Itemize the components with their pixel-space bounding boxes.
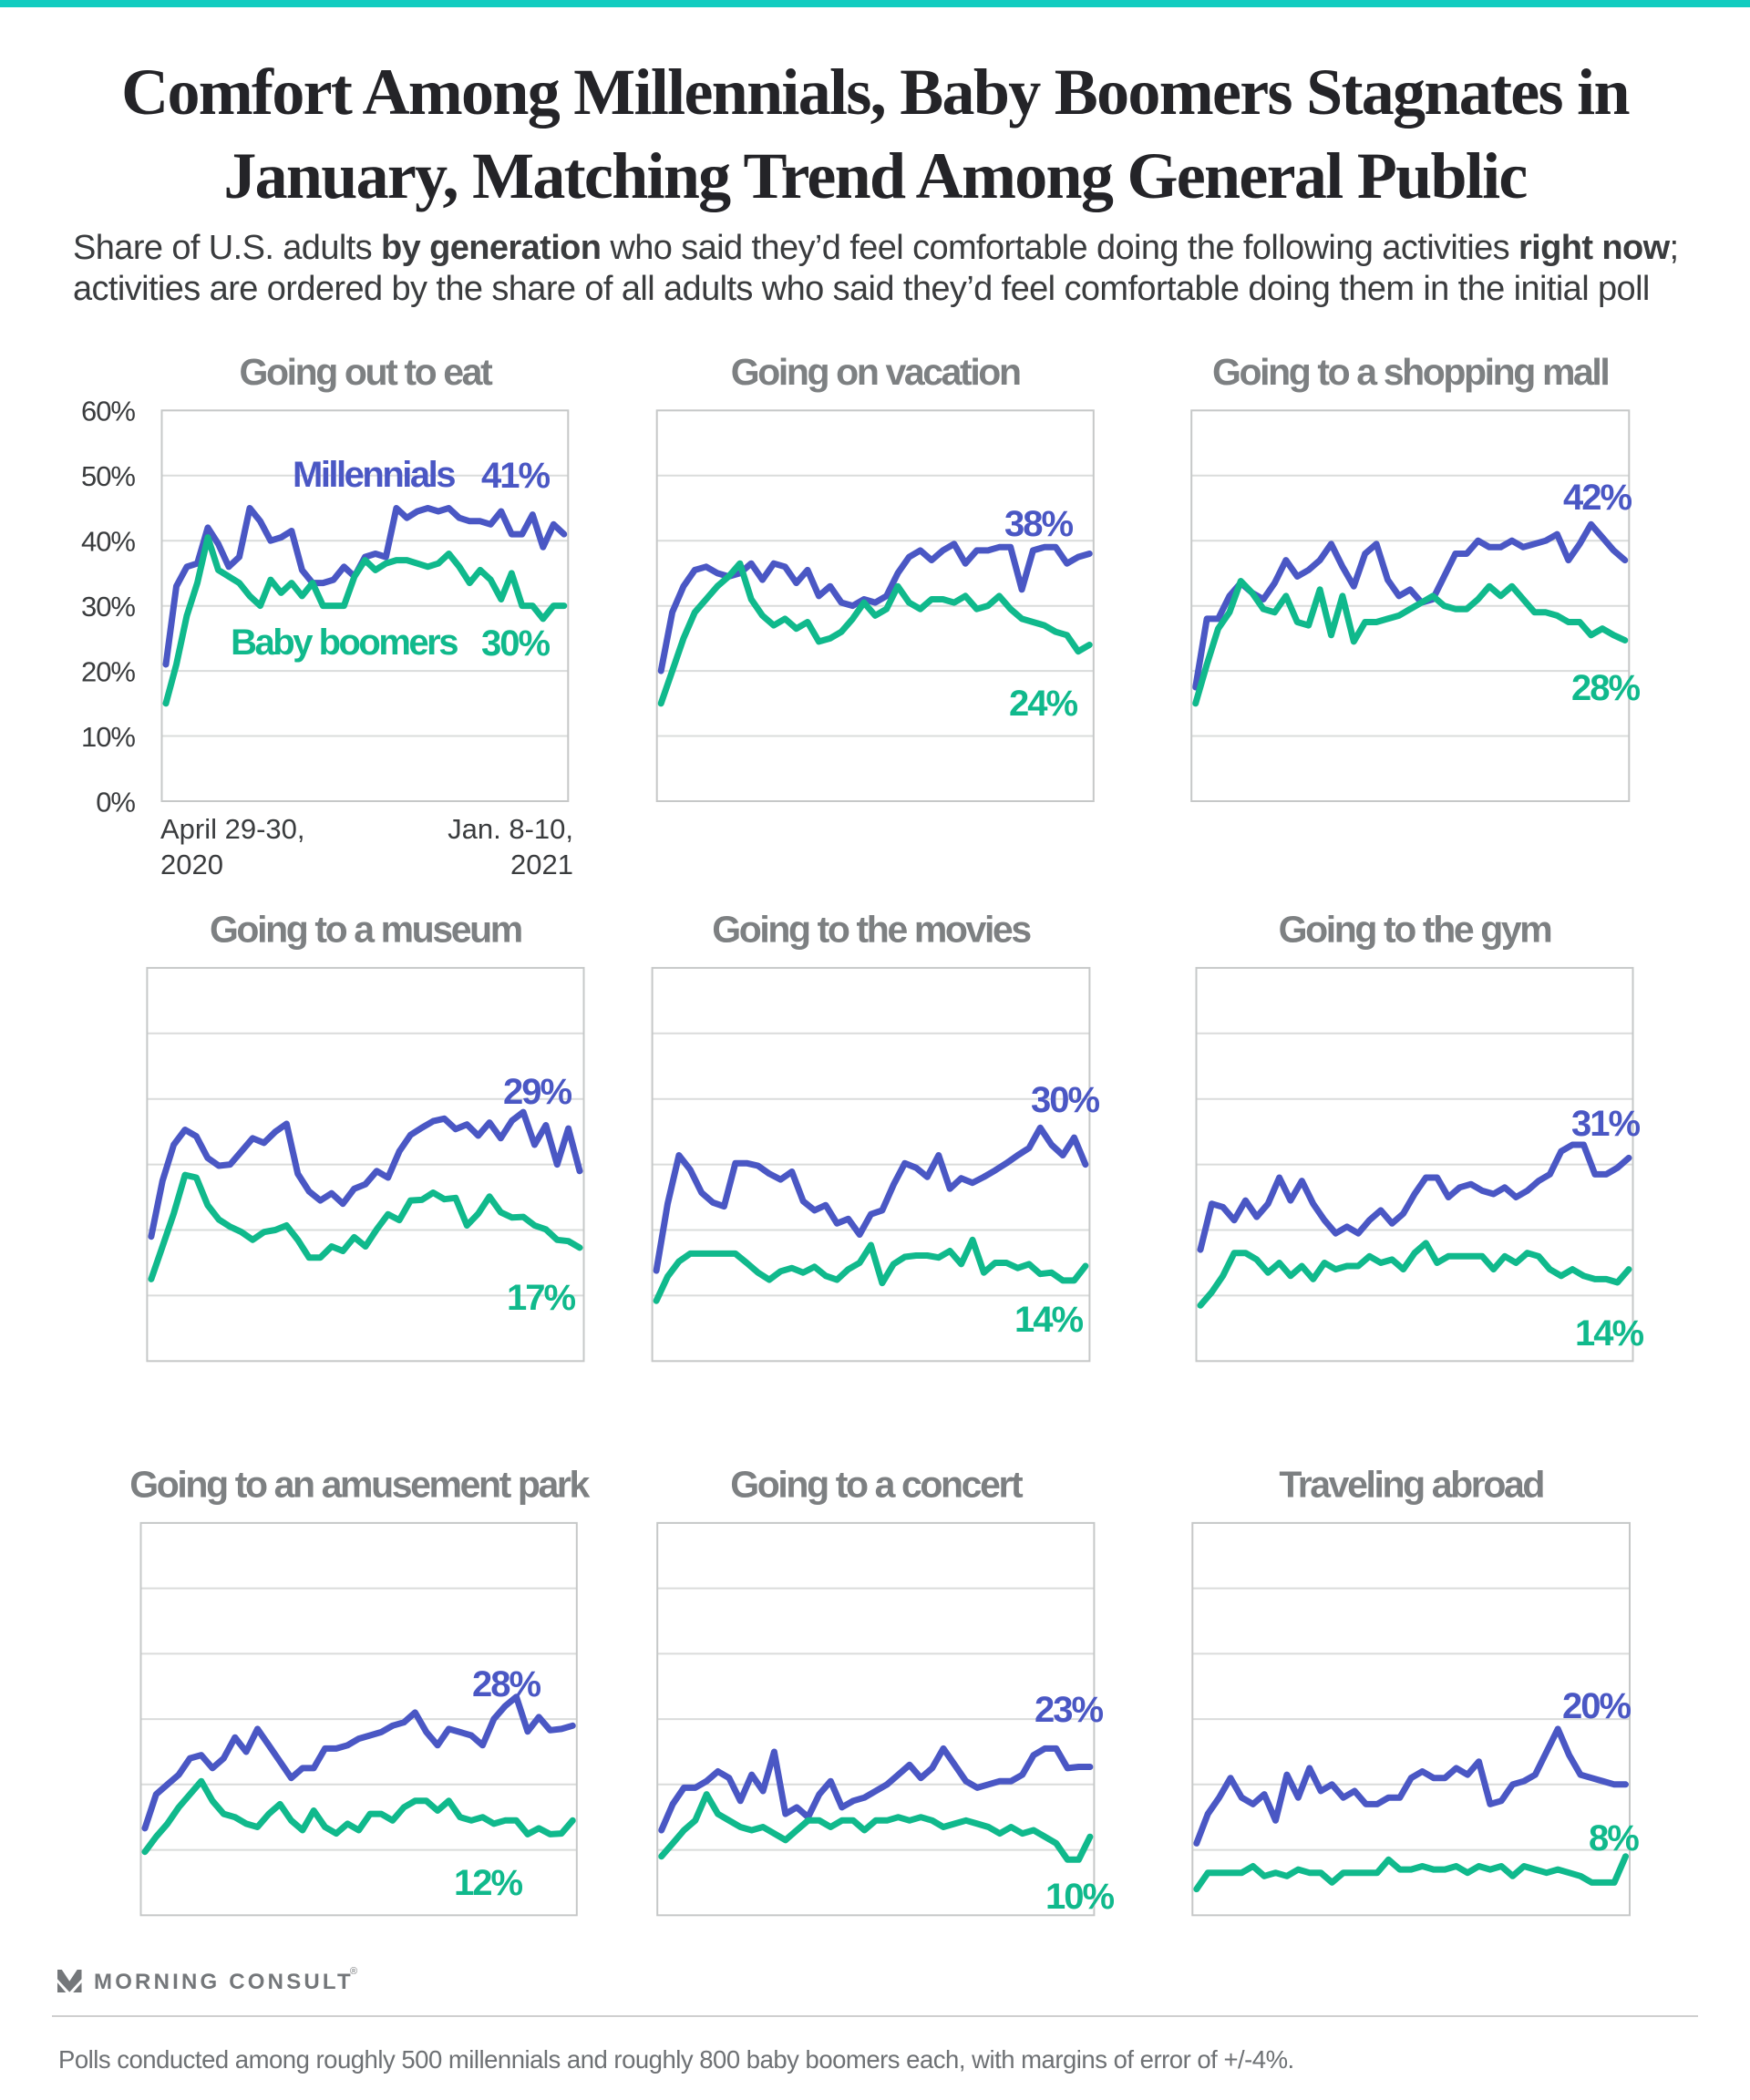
svg-text:20%: 20%: [1562, 1686, 1631, 1726]
svg-text:0%: 0%: [96, 786, 135, 818]
svg-text:10%: 10%: [81, 721, 135, 753]
svg-text:14%: 14%: [1575, 1313, 1643, 1354]
svg-text:17%: 17%: [507, 1278, 575, 1318]
svg-text:Traveling abroad: Traveling abroad: [1279, 1463, 1543, 1505]
svg-text:2020: 2020: [160, 849, 223, 880]
svg-text:23%: 23%: [1035, 1690, 1103, 1730]
svg-text:41%: 41%: [481, 456, 550, 496]
svg-text:MORNING CONSULT: MORNING CONSULT: [94, 1970, 354, 1994]
svg-text:Going out to eat: Going out to eat: [239, 351, 493, 393]
svg-text:60%: 60%: [81, 396, 135, 427]
svg-text:2021: 2021: [510, 849, 573, 880]
svg-text:Going to an amusement park: Going to an amusement park: [129, 1463, 590, 1505]
svg-text:Baby boomers: Baby boomers: [231, 623, 458, 663]
svg-text:April 29-30,: April 29-30,: [160, 813, 305, 845]
svg-text:31%: 31%: [1571, 1104, 1640, 1144]
svg-text:28%: 28%: [472, 1664, 540, 1704]
svg-text:®: ®: [350, 1966, 357, 1977]
svg-text:10%: 10%: [1045, 1877, 1114, 1917]
svg-text:Going to a concert: Going to a concert: [730, 1463, 1024, 1505]
svg-text:30%: 30%: [1031, 1080, 1099, 1120]
svg-text:14%: 14%: [1014, 1300, 1083, 1340]
svg-text:29%: 29%: [503, 1072, 571, 1112]
svg-text:Going to the gym: Going to the gym: [1279, 908, 1551, 950]
svg-text:30%: 30%: [481, 623, 550, 664]
svg-text:38%: 38%: [1004, 504, 1073, 544]
svg-text:42%: 42%: [1563, 478, 1632, 518]
svg-text:50%: 50%: [81, 460, 135, 492]
svg-text:Jan. 8-10,: Jan. 8-10,: [448, 813, 573, 845]
svg-text:20%: 20%: [81, 655, 135, 687]
svg-text:40%: 40%: [81, 526, 135, 558]
svg-text:Going to the movies: Going to the movies: [712, 908, 1031, 950]
svg-text:30%: 30%: [81, 591, 135, 623]
svg-text:Going to a shopping mall: Going to a shopping mall: [1212, 351, 1608, 393]
svg-text:24%: 24%: [1009, 684, 1077, 724]
svg-text:Millennials: Millennials: [293, 455, 455, 495]
svg-text:12%: 12%: [454, 1863, 522, 1903]
svg-text:Going on vacation: Going on vacation: [731, 351, 1020, 393]
svg-text:28%: 28%: [1571, 668, 1640, 708]
svg-text:Going to a museum: Going to a museum: [210, 908, 521, 950]
svg-text:8%: 8%: [1589, 1818, 1639, 1858]
